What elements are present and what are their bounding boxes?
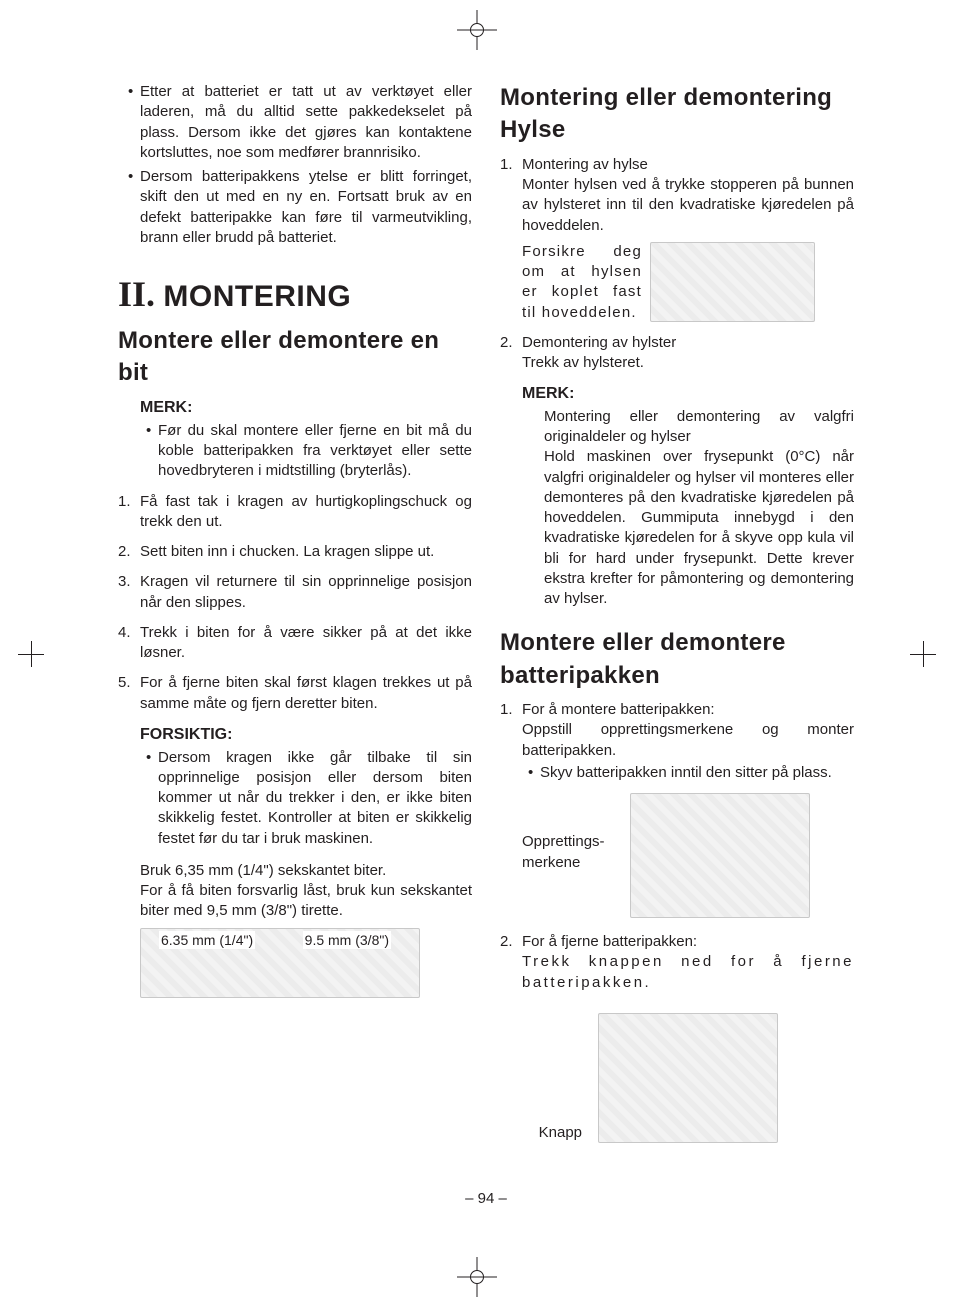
bit-dim-left: 6.35 mm (1/4") — [159, 931, 255, 950]
step-item: Demontering av hylster Trekk av hylstere… — [500, 333, 854, 374]
bit-note-block: Bruk 6,35 mm (1/4") sekskantet biter. Fo… — [118, 861, 472, 922]
battery-attach-figure — [630, 793, 810, 918]
step-body: Trekk av hylsteret. — [522, 353, 854, 373]
section-title: MONTERING — [163, 280, 351, 313]
step-title: For å fjerne batteripakken: — [522, 932, 854, 952]
step-item: Sett biten inn i chucken. La kragen slip… — [118, 542, 472, 562]
warning-item: Dersom batteripakkens ytelse er blitt fo… — [140, 167, 472, 248]
battery-steps: For å montere batteripakken: Oppstill op… — [500, 700, 854, 1143]
step-body: Trekk knappen ned for å fjerne batteripa… — [522, 952, 854, 993]
crop-mark-top — [457, 10, 497, 50]
step-item: Få fast tak i kragen av hurtigkoplingsch… — [118, 492, 472, 533]
merk-text: Før du skal montere eller fjerne en bit … — [158, 421, 472, 482]
hylse-steps: Montering av hylse Monter hylsen ved å t… — [500, 155, 854, 374]
figure-label: Opprettings­merkene — [522, 832, 622, 873]
right-column: Montering eller demonte­ring Hylse Monte… — [500, 82, 854, 1153]
bit-note-line: For å få biten forsvarlig låst, bruk kun… — [140, 881, 472, 922]
forsiktig-block: FORSIKTIG: Dersom kragen ikke går tilbak… — [118, 724, 472, 849]
warning-item: Etter at batteriet er tatt ut av verktøy… — [140, 82, 472, 163]
forsiktig-label: FORSIKTIG: — [140, 724, 472, 746]
bit-dimensions-figure: 6.35 mm (1/4") 9.5 mm (3/8") — [140, 928, 420, 998]
step-item: For å montere batteripakken: Oppstill op… — [500, 700, 854, 918]
battery-remove-figure — [598, 1013, 778, 1143]
step-item: For å fjerne batteripakken: Trekk knappe… — [500, 932, 854, 1143]
step-note: Forsikre deg om at hylsen er koplet fast… — [522, 242, 642, 323]
step-item: For å fjerne biten skal først klagen tre… — [118, 673, 472, 714]
intro-warnings: Etter at batteriet er tatt ut av verktøy… — [118, 82, 472, 248]
step-item: Montering av hylse Monter hylsen ved å t… — [500, 155, 854, 323]
step-body: Oppstill opprettingsmerkene og monter ba… — [522, 720, 854, 761]
merk-label: MERK: — [522, 383, 854, 405]
hylse-figure — [650, 242, 815, 322]
step-item: Trekk i biten for å være sikker på at de… — [118, 623, 472, 664]
merk-text: Hold maskinen over frysepunkt (0°C) når … — [522, 447, 854, 609]
step-title: For å montere batteripakken: — [522, 700, 854, 720]
section-heading: II. MONTERING — [118, 270, 472, 319]
step-title: Demontering av hylster — [522, 333, 854, 353]
bit-note-line: Bruk 6,35 mm (1/4") sekskantet biter. — [140, 861, 472, 881]
step-body: Monter hylsen ved å trykke stopperen på … — [522, 175, 854, 236]
merk-label: MERK: — [140, 397, 472, 419]
subsection-heading: Montering eller demonte­ring Hylse — [500, 82, 854, 147]
crop-mark-right — [910, 641, 936, 667]
merk-block: MERK: Montering eller demontering av val… — [500, 383, 854, 609]
section-number: II. — [118, 274, 155, 314]
merk-block: MERK: Før du skal montere eller fjerne e… — [118, 397, 472, 481]
subsection-heading: Montere eller demontere en bit — [118, 325, 472, 390]
forsiktig-text: Dersom kragen ikke går tilbake til sin o… — [158, 748, 472, 849]
step-bullet: Skyv batteripakken inntil den sitter på … — [540, 763, 854, 783]
step-item: Kragen vil returnere til sin opprinnelig… — [118, 572, 472, 613]
page-content: Etter at batteriet er tatt ut av verktøy… — [118, 82, 854, 1227]
crop-mark-bottom — [457, 1257, 497, 1297]
bit-steps: Få fast tak i kragen av hurtigkoplingsch… — [118, 492, 472, 714]
figure-label: Knapp — [522, 1123, 582, 1143]
left-column: Etter at batteriet er tatt ut av verktøy… — [118, 82, 472, 1153]
crop-mark-left — [18, 641, 44, 667]
bit-dim-right: 9.5 mm (3/8") — [303, 931, 391, 950]
step-title: Montering av hylse — [522, 155, 854, 175]
page-number: – 94 – — [118, 1189, 854, 1209]
subsection-heading: Montere eller demontere batteripakken — [500, 627, 854, 692]
merk-text: Montering eller demontering av valgfri o… — [522, 407, 854, 448]
